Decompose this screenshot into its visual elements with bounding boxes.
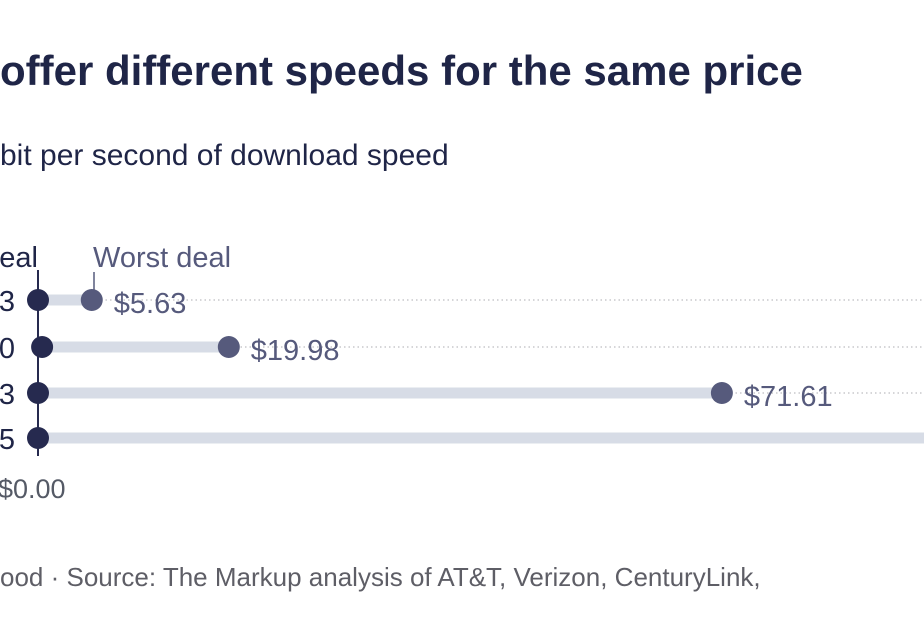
best-deal-dot bbox=[27, 382, 49, 404]
source-footer: ood · Source: The Markup analysis of AT&… bbox=[0, 562, 761, 592]
worst-deal-dot bbox=[217, 336, 240, 358]
row-label: 3 bbox=[0, 286, 15, 318]
best-deal-dot bbox=[27, 427, 49, 449]
best-deal-dot bbox=[27, 289, 49, 311]
worst-deal-dot bbox=[80, 289, 103, 311]
chart-subtitle: bit per second of download speed bbox=[0, 139, 449, 172]
worst-deal-annotation: Worst deal bbox=[93, 242, 231, 274]
row-label: 50 bbox=[0, 333, 15, 365]
worst-deal-value-label: $19.98 bbox=[251, 335, 340, 367]
row-label: 5 bbox=[0, 424, 15, 456]
worst-deal-value-label: $5.63 bbox=[114, 288, 187, 320]
worst-deal-dot bbox=[710, 382, 733, 404]
best-deal-dot bbox=[31, 336, 54, 358]
row-label: 3 bbox=[0, 379, 15, 411]
chart-title: offer different speeds for the same pric… bbox=[0, 47, 803, 94]
best-deal-annotation: eal bbox=[0, 242, 38, 274]
worst-deal-value-label: $71.61 bbox=[744, 381, 833, 413]
x-tick-label: $0.00 bbox=[0, 474, 66, 504]
